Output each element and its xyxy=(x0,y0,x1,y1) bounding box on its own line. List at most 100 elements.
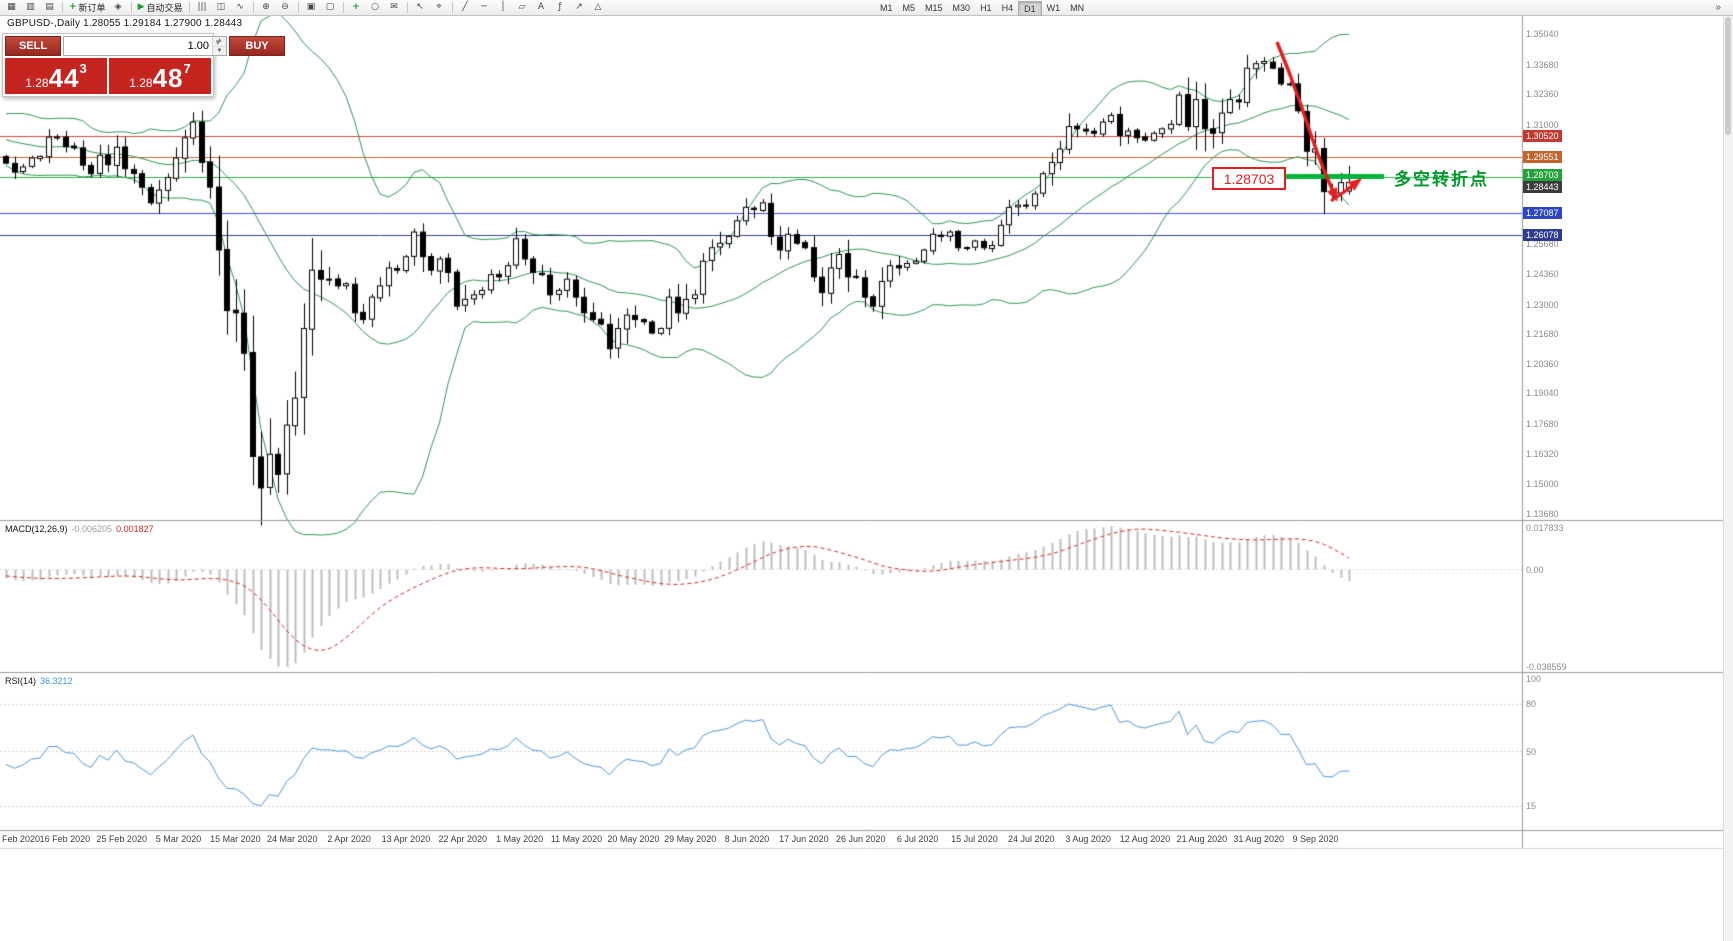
autotrading-button[interactable]: ▶ 自动交易 xyxy=(136,1,185,14)
timeframe-mn[interactable]: MN xyxy=(1070,2,1085,13)
period-icon[interactable]: ○ xyxy=(367,1,384,14)
turning-point-label[interactable]: 多空转折点 xyxy=(1394,170,1489,189)
price-axis-label: 1.19040 xyxy=(1526,388,1559,399)
toolbar-divider xyxy=(188,2,190,13)
vertical-line-icon[interactable]: │ xyxy=(495,1,512,14)
chart-profiles-icon[interactable]: ▥ xyxy=(22,1,39,14)
ask-quote[interactable]: 1.28 48 7 xyxy=(109,58,211,94)
price-axis-label: 1.16320 xyxy=(1526,449,1559,460)
buy-button[interactable]: BUY xyxy=(229,36,285,56)
rsi-axis-label: 50 xyxy=(1526,746,1537,757)
timeframe-m5[interactable]: M5 xyxy=(902,2,916,13)
date-axis-label: 29 May 2020 xyxy=(664,834,717,844)
volume-up-button[interactable]: ▲ xyxy=(213,37,226,47)
date-axis-label: 12 Aug 2020 xyxy=(1119,834,1171,844)
bid-quote[interactable]: 1.28 44 3 xyxy=(5,58,107,94)
price-axis-label: 1.33680 xyxy=(1526,59,1559,70)
price-axis-label: 1.31000 xyxy=(1526,119,1559,130)
channel-icon: ▱ xyxy=(518,2,526,12)
toolbar-divider xyxy=(297,2,299,13)
new-chart-icon[interactable]: ▦ xyxy=(3,1,20,14)
rsi-axis-label: 80 xyxy=(1526,699,1537,710)
toolbar-divider xyxy=(130,2,132,13)
price-axis-label: 1.20360 xyxy=(1526,358,1559,369)
arrows-icon: ↗ xyxy=(575,2,583,12)
horizontal-line-icon[interactable]: ─ xyxy=(476,1,493,14)
rsi-axis-label: 100 xyxy=(1526,674,1542,684)
date-axis-label: 1 May 2020 xyxy=(496,834,544,844)
sell-button[interactable]: SELL xyxy=(5,36,61,56)
price-axis-badge: 1.29551 xyxy=(1523,151,1562,164)
macd-name: MACD(12,26,9) xyxy=(5,524,68,534)
date-axis-label: 6 Jul 2020 xyxy=(896,834,939,844)
new-order-button[interactable]: + 新订单 xyxy=(67,1,108,14)
timeframe-m30[interactable]: M30 xyxy=(952,2,971,13)
zoom-in-icon[interactable]: ⊕ xyxy=(258,1,275,14)
timeframe-m15[interactable]: M15 xyxy=(925,2,943,13)
shapes-icon: △ xyxy=(594,2,602,12)
cascade-windows-icon[interactable]: ▢ xyxy=(322,1,339,14)
arrows-icon[interactable]: ↗ xyxy=(571,1,588,14)
rsi-value: 36.3212 xyxy=(40,676,73,686)
period-icon: ○ xyxy=(371,2,379,12)
vertical-line-icon: │ xyxy=(500,2,506,12)
timeframe-m1[interactable]: M1 xyxy=(880,2,893,13)
timeframe-d1[interactable]: D1 xyxy=(1018,1,1042,16)
mail-icon[interactable]: ✉ xyxy=(386,1,403,14)
tile-windows-icon[interactable]: ▣ xyxy=(303,1,320,14)
volume-input[interactable] xyxy=(64,37,212,55)
autotrading-button-label: 自动交易 xyxy=(146,3,183,13)
line-chart-icon[interactable]: ∿ xyxy=(232,1,249,14)
scrollbar-track[interactable] xyxy=(1723,15,1733,941)
date-axis-label: 17 Jun 2020 xyxy=(779,834,829,844)
add-indicator-icon[interactable]: + xyxy=(348,1,365,14)
tile-windows-icon: ▣ xyxy=(306,2,316,12)
panel-collapse-icon[interactable]: ▼ xyxy=(214,38,222,47)
date-axis-label: 25 Feb 2020 xyxy=(96,834,147,844)
candlestick-chart-icon[interactable]: ◫ xyxy=(213,1,230,14)
zoom-in-icon: ⊕ xyxy=(262,2,270,12)
cursor-icon[interactable]: ↖ xyxy=(412,1,429,14)
toolbar-divider xyxy=(342,2,344,13)
navigator-icon[interactable]: ◈ xyxy=(110,1,127,14)
trendline-icon: ╱ xyxy=(462,2,468,12)
text-icon[interactable]: A xyxy=(533,1,550,14)
price-axis-badge: 1.28703 xyxy=(1523,168,1562,181)
bars-chart-icon[interactable]: ||| xyxy=(194,1,211,14)
rsi-indicator-label: RSI(14) 36.3212 xyxy=(5,676,73,686)
crosshair-icon: ⌖ xyxy=(436,2,442,12)
price-annotation-box[interactable]: 1.28703 xyxy=(1212,167,1286,190)
date-axis-label: 16 Feb 2020 xyxy=(39,834,91,844)
market-watch-icon: ▤ xyxy=(45,2,54,12)
trendline-icon[interactable]: ╱ xyxy=(457,1,474,14)
price-axis-label: 1.13680 xyxy=(1526,508,1559,519)
bid-pipette: 3 xyxy=(79,61,87,76)
one-click-trading-panel: SELL ▲ ▼ BUY 1.28 44 3 1.28 48 7 xyxy=(2,33,285,97)
zoom-out-icon[interactable]: ⊖ xyxy=(277,1,294,14)
date-axis-label: 24 Mar 2020 xyxy=(266,834,318,844)
bars-chart-icon: ||| xyxy=(197,2,207,12)
volume-down-button[interactable]: ▼ xyxy=(213,46,226,55)
shapes-icon[interactable]: △ xyxy=(590,1,607,14)
timeframe-h1[interactable]: H1 xyxy=(980,2,992,13)
toolbar-divider xyxy=(406,2,408,13)
volume-spinners: ▲ ▼ xyxy=(212,37,226,55)
zoom-out-icon: ⊖ xyxy=(281,2,289,12)
horizontal-line-icon: ─ xyxy=(481,2,487,12)
macd-axis-label: 0.017833 xyxy=(1526,523,1564,533)
channel-icon[interactable]: ▱ xyxy=(514,1,531,14)
market-watch-icon[interactable]: ▤ xyxy=(41,1,58,14)
scrollbar-thumb[interactable] xyxy=(1725,17,1731,135)
timeframe-h4[interactable]: H4 xyxy=(1001,2,1014,13)
crosshair-icon[interactable]: ⌖ xyxy=(431,1,448,14)
chart-title: GBPUSD-,Daily 1.28055 1.29184 1.27900 1.… xyxy=(7,18,243,29)
ask-big-digits: 48 xyxy=(152,63,184,93)
date-axis-label: 15 Jul 2020 xyxy=(951,834,998,844)
toolbar-more-icon[interactable]: » xyxy=(1715,2,1721,13)
timeframe-w1[interactable]: W1 xyxy=(1046,2,1061,13)
mail-icon: ✉ xyxy=(390,2,398,12)
ask-pipette: 7 xyxy=(183,61,191,76)
fibonacci-icon[interactable]: ƒ xyxy=(552,1,569,14)
